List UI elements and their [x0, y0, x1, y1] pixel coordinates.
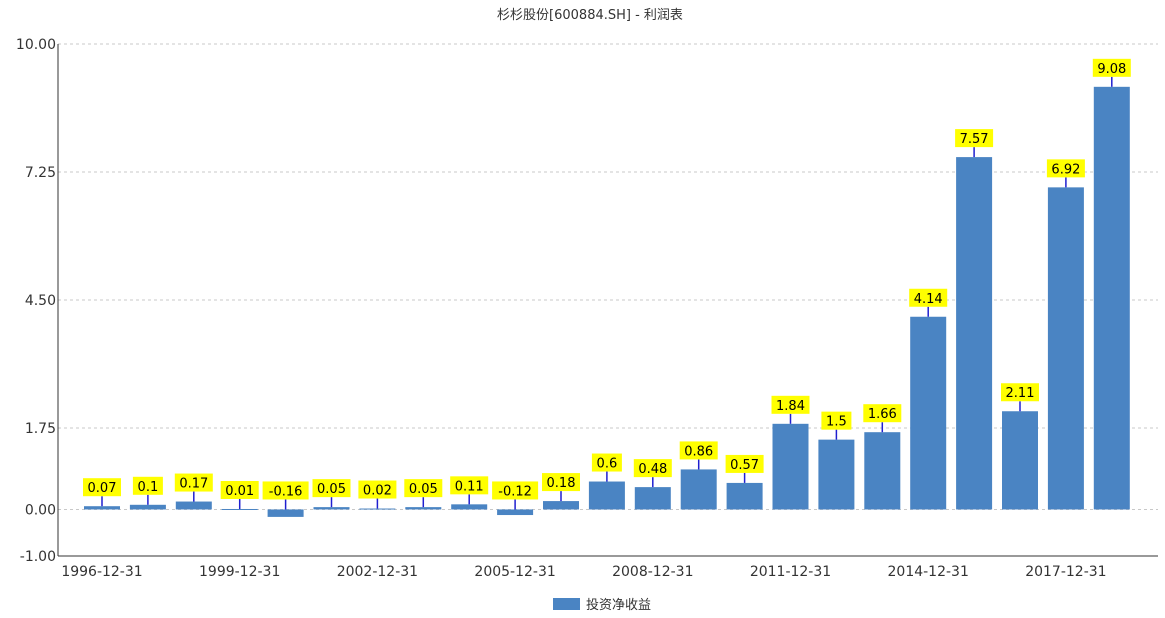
data-label-box [450, 476, 489, 495]
data-label: 4.14 [914, 292, 943, 307]
bar[interactable] [497, 509, 534, 516]
data-label-box [542, 473, 580, 492]
y-tick-label: -1.00 [20, 549, 56, 565]
y-tick-label: 10.00 [16, 37, 56, 53]
data-label-box [312, 479, 351, 498]
data-label: 6.92 [1051, 162, 1080, 177]
data-label-box [404, 479, 443, 498]
data-label-box [1046, 159, 1085, 178]
data-label-box [174, 473, 213, 492]
data-label: 1.66 [868, 407, 897, 422]
legend-swatch [553, 598, 580, 610]
y-axis-ticks: -1.00 0.00 1.75 4.50 7.25 10.00 [16, 37, 56, 565]
bar[interactable] [726, 482, 763, 510]
data-label-box [358, 480, 397, 499]
y-tick-label: 0.00 [25, 502, 56, 518]
data-label-box [771, 395, 810, 414]
bar[interactable] [680, 469, 717, 510]
bar[interactable] [864, 432, 901, 510]
bar[interactable] [313, 507, 350, 510]
data-label: 1.84 [776, 399, 805, 414]
bar[interactable] [129, 504, 166, 510]
bar[interactable] [543, 501, 579, 510]
bar[interactable] [588, 481, 625, 510]
x-tick-label: 2002-12-31 [337, 564, 418, 580]
bar[interactable] [772, 423, 809, 510]
x-tick-label: 2011-12-31 [750, 564, 831, 580]
data-label: 0.05 [317, 482, 346, 497]
data-label-box [83, 478, 121, 497]
data-label-box [955, 129, 994, 148]
x-axis: 1996-12-31 1999-12-31 2002-12-31 2005-12-31… [57, 44, 1158, 580]
data-label-box [262, 481, 309, 500]
y-tick-label: 1.75 [25, 421, 56, 437]
bar[interactable] [267, 509, 304, 517]
data-label: 0.05 [409, 482, 438, 497]
x-tick-label: 2014-12-31 [888, 564, 969, 580]
data-label: 0.48 [638, 462, 667, 477]
data-label: 0.57 [730, 458, 759, 473]
data-label-box [909, 288, 948, 307]
bar[interactable] [956, 157, 993, 510]
x-tick-label: 2008-12-31 [612, 564, 693, 580]
bar[interactable] [818, 439, 855, 510]
data-label: -0.12 [498, 484, 532, 499]
bar[interactable] [910, 316, 947, 510]
data-label: 0.86 [684, 444, 713, 459]
chart-title: 杉杉股份[600884.SH] - 利润表 [497, 8, 683, 23]
bar[interactable] [1047, 187, 1084, 510]
data-label: 0.01 [225, 484, 254, 499]
x-tick-label: 1999-12-31 [199, 564, 280, 580]
x-tick-label: 2017-12-31 [1025, 564, 1106, 580]
data-label-box [220, 480, 259, 499]
y-tick-label: 7.25 [25, 165, 56, 181]
data-label-box [863, 404, 902, 423]
bar[interactable] [175, 501, 212, 510]
data-label-box [591, 453, 622, 472]
data-label-box [821, 411, 852, 430]
legend[interactable]: 投资净收益 [553, 597, 651, 613]
bar[interactable] [405, 507, 442, 510]
x-tick-label: 2005-12-31 [474, 564, 555, 580]
x-tick-label: 1996-12-31 [61, 564, 142, 580]
data-label: 0.11 [455, 479, 484, 494]
data-label: 0.6 [597, 457, 618, 472]
data-label: 9.08 [1097, 62, 1126, 77]
data-label-box [132, 476, 163, 495]
bar[interactable] [84, 506, 120, 510]
data-label-box [725, 454, 764, 473]
data-label: 0.02 [363, 484, 392, 499]
bars [84, 86, 1130, 517]
y-tick-label: 4.50 [25, 293, 56, 309]
data-labels: 0.07 0.1 0.17 0.01 -0.16 0.05 0.02 0.05 0.11 -0.1… [83, 58, 1131, 510]
data-label: 1.5 [826, 415, 847, 430]
data-label-box [1001, 383, 1039, 402]
legend-label: 投资净收益 [586, 597, 651, 613]
bar[interactable] [1093, 86, 1130, 510]
data-label: -0.16 [269, 484, 303, 499]
data-label: 0.07 [88, 481, 117, 496]
data-label: 7.57 [960, 132, 989, 147]
grid [58, 43, 1158, 510]
data-label: 0.1 [138, 480, 159, 495]
data-label-box [679, 441, 718, 460]
data-label-box [492, 481, 539, 500]
bar[interactable] [1002, 411, 1038, 510]
data-label: 2.11 [1006, 386, 1035, 401]
bar[interactable] [451, 504, 488, 510]
data-label: 0.18 [547, 476, 576, 491]
bar[interactable] [634, 487, 671, 510]
bar[interactable] [221, 508, 258, 510]
data-label-box [1092, 58, 1131, 77]
bar[interactable] [359, 508, 396, 510]
data-label: 0.17 [179, 477, 208, 492]
data-label-box [633, 459, 672, 478]
